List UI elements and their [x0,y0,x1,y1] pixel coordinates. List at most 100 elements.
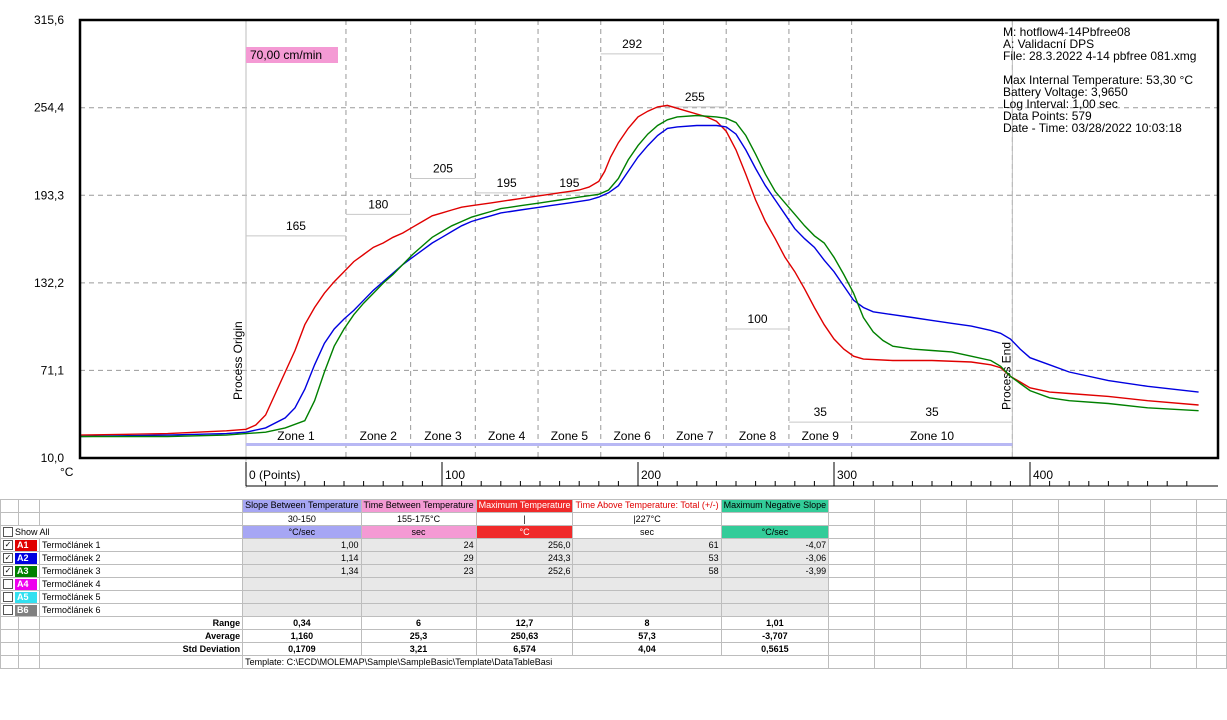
probe-name: Termočlánek 4 [38,577,244,591]
table-cell [17,512,41,526]
row-selector[interactable]: ✓ A3 [0,564,40,578]
zone-name-label: Zone 2 [360,429,398,443]
checkbox-icon[interactable]: ✓ [3,553,13,564]
value-cell: 256,0 [475,538,574,552]
stats-value: 1,160 [242,629,362,643]
empty-cell [874,538,922,552]
stats-value: 6,574 [475,642,574,656]
empty-cell [1150,655,1198,669]
empty-cell [1196,642,1227,656]
column-unit: °C/sec [242,525,362,539]
empty-cell [966,525,1014,539]
empty-cell [1058,538,1106,552]
empty-cell [1150,525,1198,539]
empty-cell [920,655,968,669]
zone-name-label: Zone 8 [739,429,777,443]
empty-cell [920,525,968,539]
row-selector[interactable]: ✓ A1 [0,538,40,552]
row-selector[interactable]: A5 [0,590,40,604]
probe-badge: A3 [15,565,37,577]
stats-value: 12,7 [475,616,574,630]
value-cell [572,603,722,617]
empty-cell [828,655,876,669]
stats-row: Average 1,160 25,3 250,63 57,3 -3,707 [0,629,1227,643]
value-cell: 61 [572,538,722,552]
column-range: 30-150 [242,512,362,526]
empty-cell [1196,603,1227,617]
row-selector[interactable]: A4 [0,577,40,591]
empty-cell [874,590,922,604]
x-tick-label: 300 [837,468,857,482]
empty-cell [1104,512,1152,526]
header-row: Slope Between Temperature Time Between Te… [0,499,1227,513]
empty-cell [1196,512,1227,526]
value-cell: 58 [572,564,722,578]
empty-cell [920,629,968,643]
empty-cell [874,499,922,513]
table-cell [17,616,41,630]
empty-cell [1150,512,1198,526]
table-cell [17,655,41,669]
info-text-line: Battery Voltage: 3,9650 [1003,85,1128,99]
probe-badge: A2 [15,552,37,564]
value-cell [360,590,477,604]
chart-svg: 315,6 254,4 193,3 132,2 71,1 10,0 Process Orig… [34,13,1220,488]
checkbox-icon[interactable] [3,592,13,603]
stats-label: Range [38,616,244,630]
y-tick-label: 315,6 [34,13,64,27]
probe-name: Termočlánek 6 [38,603,244,617]
empty-cell [966,603,1014,617]
table-cell [17,499,41,513]
table-row: A4 Termočlánek 4 [0,577,1227,591]
stats-value: 0,5615 [720,642,830,656]
empty-cell [874,525,922,539]
checkbox-icon[interactable]: ✓ [3,540,13,551]
x-tick-label: 400 [1033,468,1053,482]
empty-cell [1012,564,1060,578]
stats-row: Range 0,34 6 12,7 8 1,01 [0,616,1227,630]
row-selector[interactable]: B6 [0,603,40,617]
value-cell [242,577,362,591]
value-cell [475,590,574,604]
data-table: Slope Between Temperature Time Between Te… [0,499,1227,720]
checkbox-icon[interactable]: ✓ [3,566,13,577]
table-row: ✓ A1 Termočlánek 1 1,00 24 256,0 61 -4,07 [0,538,1227,552]
checkbox-icon[interactable] [3,527,13,538]
column-header: Time Between Temperature [360,499,477,513]
stats-value: 1,01 [720,616,830,630]
empty-cell [920,512,968,526]
empty-cell [1150,538,1198,552]
zone-name-label: Zone 3 [424,429,462,443]
table-row: ✓ A3 Termočlánek 3 1,34 23 252,6 58 -3,99 [0,564,1227,578]
empty-cell [966,499,1014,513]
empty-cell [1058,590,1106,604]
empty-cell [1150,642,1198,656]
info-text-line: M: hotflow4-14Pbfree08 [1003,25,1131,39]
empty-cell [1150,499,1198,513]
probe-badge: B6 [15,604,37,616]
empty-cell [966,551,1014,565]
row-selector[interactable]: ✓ A2 [0,551,40,565]
checkbox-icon[interactable] [3,579,13,590]
empty-cell [1150,603,1198,617]
empty-cell [1012,525,1060,539]
empty-cell [1012,499,1060,513]
info-text-line: Date - Time: 03/28/2022 10:03:18 [1003,121,1182,135]
stats-value: 250,63 [475,629,574,643]
stats-value: 3,21 [360,642,477,656]
empty-cell [828,590,876,604]
value-cell: -3,99 [720,564,830,578]
empty-cell [874,577,922,591]
empty-cell [874,616,922,630]
empty-cell [1104,525,1152,539]
value-cell: 29 [360,551,477,565]
stats-label: Average [38,629,244,643]
empty-cell [1104,629,1152,643]
table-cell [38,655,244,669]
process-origin-label: Process Origin [231,321,245,400]
value-cell: -3,06 [720,551,830,565]
show-all-toggle[interactable]: Show All [0,525,244,539]
checkbox-icon[interactable] [3,605,13,616]
zone-name-label: Zone 5 [551,429,589,443]
conveyor-speed-label: 70,00 cm/min [246,47,338,63]
